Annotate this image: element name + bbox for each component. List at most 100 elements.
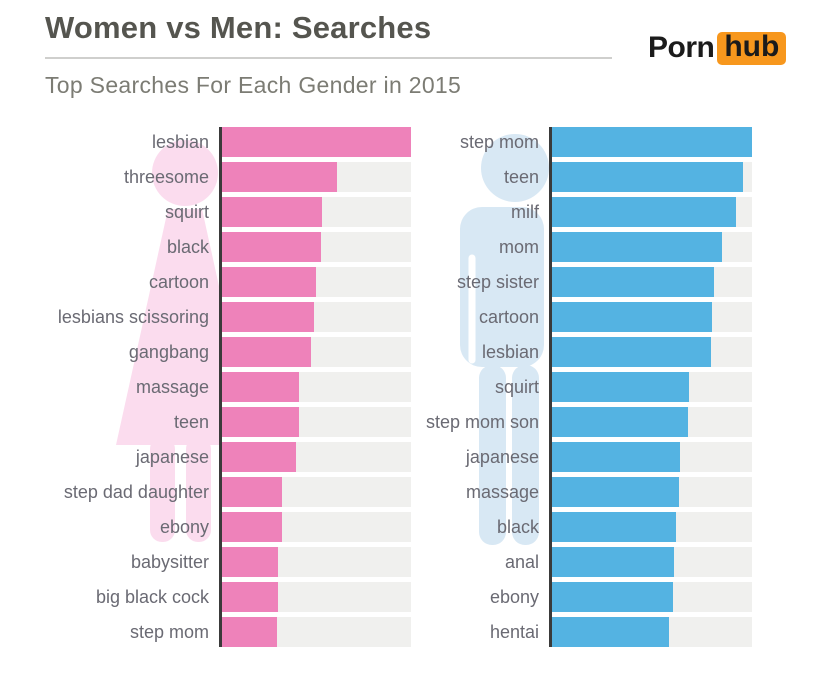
bar bbox=[222, 547, 278, 577]
women-axis-line bbox=[219, 127, 222, 647]
bar-track bbox=[222, 197, 411, 227]
bar-track bbox=[552, 407, 752, 437]
bar bbox=[222, 442, 296, 472]
chart-row: black bbox=[0, 232, 414, 262]
bar-label: babysitter bbox=[130, 552, 209, 572]
bar bbox=[552, 197, 736, 227]
bar bbox=[222, 337, 311, 367]
chart-row: babysitter bbox=[0, 547, 414, 577]
bar-label: cartoon bbox=[148, 272, 209, 292]
chart-row: step mom bbox=[415, 127, 755, 157]
chart-row: black bbox=[415, 512, 755, 542]
bar bbox=[222, 372, 300, 402]
bar bbox=[552, 337, 711, 367]
bar-label: anal bbox=[504, 552, 539, 572]
men-rows: step mom teen milf mom step sister cartoon les… bbox=[415, 127, 755, 647]
bar-track bbox=[222, 547, 411, 577]
bar-label: teen bbox=[503, 167, 539, 187]
bar-label: black bbox=[496, 517, 539, 537]
bar-label: lesbian bbox=[151, 132, 209, 152]
bar-label: step dad daughter bbox=[63, 482, 209, 502]
chart-row: japanese bbox=[415, 442, 755, 472]
page-title: Women vs Men: Searches bbox=[45, 10, 432, 45]
chart-row: lesbian bbox=[0, 127, 414, 157]
bar-track bbox=[552, 547, 752, 577]
chart-row: ebony bbox=[0, 512, 414, 542]
chart-row: gangbang bbox=[0, 337, 414, 367]
bar bbox=[222, 512, 282, 542]
header-divider bbox=[45, 57, 612, 59]
bar-label: threesome bbox=[123, 167, 209, 187]
bar-label: step mom son bbox=[425, 412, 539, 432]
bar bbox=[552, 442, 680, 472]
chart-row: mom bbox=[415, 232, 755, 262]
chart-row: lesbian bbox=[415, 337, 755, 367]
bar bbox=[222, 617, 277, 647]
bar bbox=[222, 197, 323, 227]
chart-row: step mom bbox=[0, 617, 414, 647]
chart-row: step sister bbox=[415, 267, 755, 297]
bar-label: cartoon bbox=[478, 307, 539, 327]
bar-track bbox=[222, 267, 411, 297]
chart-row: ebony bbox=[415, 582, 755, 612]
bar bbox=[552, 582, 673, 612]
bar-label: big black cock bbox=[95, 587, 209, 607]
bar bbox=[552, 372, 689, 402]
chart-row: lesbians scissoring bbox=[0, 302, 414, 332]
chart-row: milf bbox=[415, 197, 755, 227]
bar bbox=[552, 302, 712, 332]
bar-track bbox=[552, 372, 752, 402]
bar bbox=[552, 232, 722, 262]
bar-label: ebony bbox=[159, 517, 209, 537]
bar-track bbox=[552, 197, 752, 227]
bar-track bbox=[222, 477, 411, 507]
chart-row: massage bbox=[415, 477, 755, 507]
bar-label: step mom bbox=[129, 622, 209, 642]
bar-track bbox=[552, 582, 752, 612]
bar-track bbox=[552, 477, 752, 507]
bar-track bbox=[552, 442, 752, 472]
bar-label: ebony bbox=[489, 587, 539, 607]
bar-track bbox=[552, 512, 752, 542]
male-icon bbox=[415, 127, 550, 648]
bar-track bbox=[552, 302, 752, 332]
men-axis-line bbox=[549, 127, 552, 647]
bar-label: lesbians scissoring bbox=[57, 307, 209, 327]
bar-label: massage bbox=[135, 377, 209, 397]
men-searches-chart: step mom teen milf mom step sister cartoon les… bbox=[415, 127, 755, 647]
bar bbox=[222, 582, 278, 612]
bar-label: japanese bbox=[135, 447, 209, 467]
chart-row: big black cock bbox=[0, 582, 414, 612]
women-rows: lesbian threesome squirt black cartoon lesbia… bbox=[0, 127, 414, 647]
chart-row: anal bbox=[415, 547, 755, 577]
bar bbox=[552, 617, 669, 647]
bar bbox=[552, 407, 688, 437]
bar-track bbox=[552, 337, 752, 367]
bar-track bbox=[222, 127, 411, 157]
bar-label: black bbox=[166, 237, 209, 257]
bar bbox=[222, 127, 411, 157]
bar-track bbox=[552, 127, 752, 157]
chart-row: step dad daughter bbox=[0, 477, 414, 507]
bar bbox=[552, 547, 674, 577]
chart-row: massage bbox=[0, 372, 414, 402]
chart-row: teen bbox=[415, 162, 755, 192]
chart-row: cartoon bbox=[0, 267, 414, 297]
bar-label: hentai bbox=[489, 622, 539, 642]
chart-row: japanese bbox=[0, 442, 414, 472]
bar-label: milf bbox=[511, 202, 539, 222]
bar-track bbox=[222, 442, 411, 472]
chart-row: teen bbox=[0, 407, 414, 437]
chart-row: hentai bbox=[415, 617, 755, 647]
logo-text-hub: hub bbox=[717, 31, 787, 65]
bar bbox=[552, 127, 752, 157]
bar bbox=[222, 407, 299, 437]
chart-row: squirt bbox=[0, 197, 414, 227]
chart-row: squirt bbox=[415, 372, 755, 402]
bar-label: massage bbox=[465, 482, 539, 502]
chart-subtitle: Top Searches For Each Gender in 2015 bbox=[45, 72, 462, 98]
bar-track bbox=[552, 267, 752, 297]
bar-label: squirt bbox=[494, 377, 539, 397]
female-icon bbox=[0, 127, 220, 648]
